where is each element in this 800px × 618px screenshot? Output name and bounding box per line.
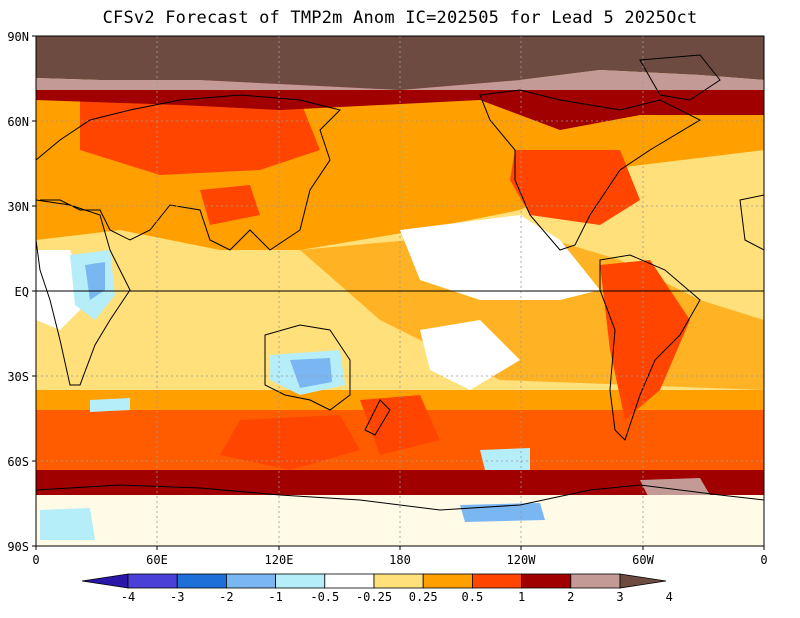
lon-label-60w: 60W: [632, 553, 654, 567]
map-title: CFSv2 Forecast of TMP2m Anom IC=202505 f…: [102, 8, 698, 28]
lon-label-120e: 120E: [265, 553, 294, 567]
colorbar-label: -0.5: [310, 590, 339, 604]
colorbar: -4 -3 -2 -1 -0.5 -0.25 0.25 0.5 1 2 3 4: [81, 573, 673, 604]
arctic-pink: [36, 70, 764, 90]
colorbar-label: 4: [666, 590, 673, 604]
south-america-outline: [599, 254, 701, 441]
nz-outline: [364, 399, 391, 436]
lon-label-180: 180: [389, 553, 411, 567]
tibet-red: [200, 185, 260, 225]
colorbar-swatch: [275, 573, 326, 589]
lat-label-90s: 90S: [7, 540, 29, 554]
colorbar-swatch: [422, 573, 473, 589]
colorbar-label: -2: [219, 590, 233, 604]
lon-label-0-right: 0: [760, 553, 767, 567]
indian-ocean-lightblue: [90, 398, 130, 412]
colorbar-label: -4: [121, 590, 135, 604]
sw-pacific-red: [220, 415, 360, 470]
colorbar-label: 1: [518, 590, 525, 604]
australia-outline: [264, 324, 351, 411]
colorbar-label: 2: [567, 590, 574, 604]
lon-label-0-left: 0: [32, 553, 39, 567]
colorbar-swatch: [570, 573, 621, 589]
colorbar-swatch: [373, 573, 424, 589]
colorbar-label: -0.25: [356, 590, 392, 604]
lon-label-60e: 60E: [146, 553, 168, 567]
eurasia-red: [80, 100, 320, 175]
australia-blue: [290, 358, 332, 388]
colorbar-over-triangle: [619, 573, 667, 589]
eurasia-outline: [36, 94, 341, 251]
north-america-outline: [479, 89, 702, 251]
europe-edge-outline: [739, 194, 764, 251]
lat-label-90n: 90N: [7, 30, 29, 44]
samerica-red: [600, 260, 690, 420]
colorbar-under-triangle: [81, 573, 129, 589]
lat-label-30n: 30N: [7, 200, 29, 214]
colorbar-swatch: [127, 573, 178, 589]
lat-label-60s: 60S: [7, 455, 29, 469]
lat-label-60n: 60N: [7, 115, 29, 129]
nz-red: [360, 395, 440, 455]
colorbar-label: -3: [170, 590, 184, 604]
colorbar-swatch: [176, 573, 227, 589]
eq-pacific-white: [400, 215, 600, 300]
colorbar-swatch: [225, 573, 276, 589]
axis-ticks: [32, 35, 765, 550]
colorbar-swatch: [471, 573, 522, 589]
antarctic-lightblue: [40, 508, 95, 540]
south-pacific-white: [420, 320, 520, 390]
antarctica-light: [36, 495, 764, 546]
colorbar-label: 0.5: [462, 590, 484, 604]
lat-label-eq: EQ: [15, 285, 29, 299]
spacific-lightblue: [480, 448, 530, 470]
antarctica-outline: [36, 484, 764, 511]
colorbar-label: 0.25: [409, 590, 438, 604]
lat-label-30s: 30S: [7, 370, 29, 384]
land-outlines: [36, 54, 764, 511]
greenland-outline: [639, 54, 721, 101]
colorbar-swatch: [521, 573, 572, 589]
lon-label-120w: 120W: [507, 553, 537, 567]
arctic-darkred: [36, 80, 764, 130]
colorbar-swatch: [324, 573, 375, 589]
africa-outline: [36, 199, 131, 386]
colorbar-label: -1: [268, 590, 282, 604]
colorbar-label: 3: [616, 590, 623, 604]
